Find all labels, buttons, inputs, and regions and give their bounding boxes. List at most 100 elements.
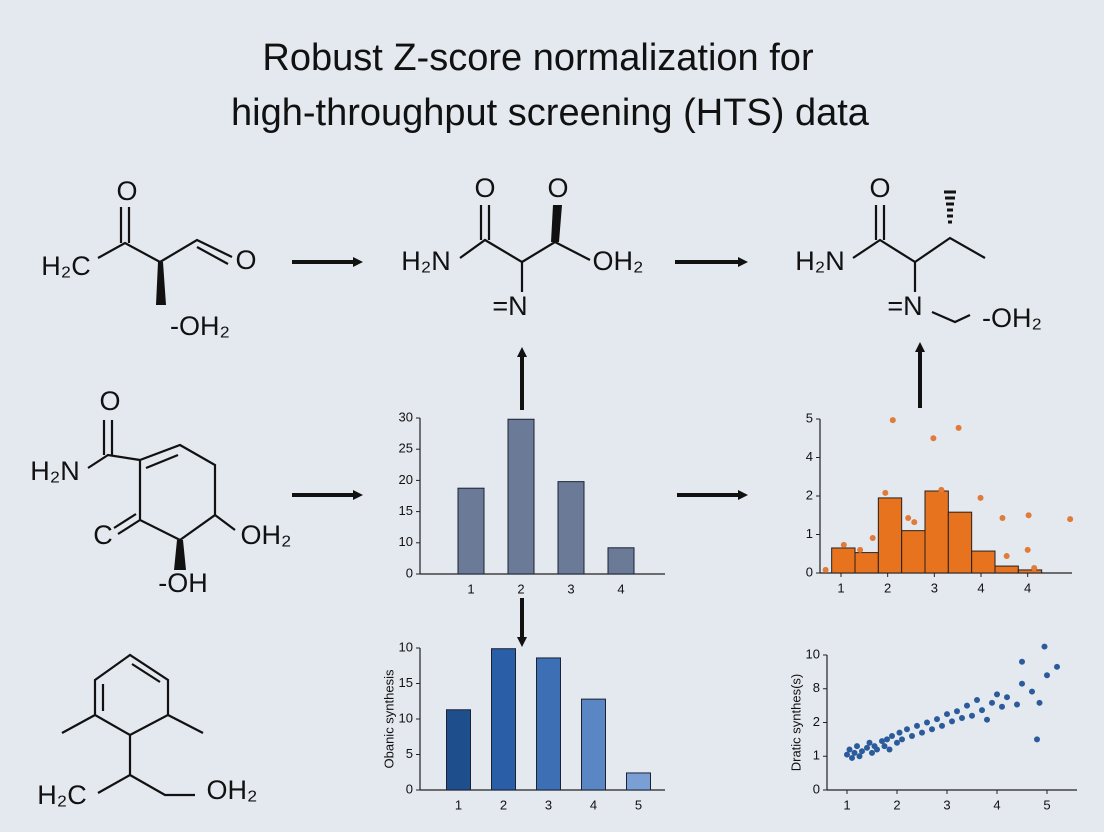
bar [536,657,561,791]
y-tick-label: 30 [399,409,413,424]
atom-label: O [116,176,137,206]
point [881,743,888,750]
point [914,722,920,729]
point [1024,546,1031,553]
x-tick-label: 4 [590,797,597,812]
point [939,722,945,729]
y-tick-label: 15 [399,503,413,518]
bar [924,490,949,574]
bar [901,530,926,574]
x-tick-label: 3 [943,797,950,812]
point [899,736,905,743]
bond [852,205,986,324]
atom-label: C [93,520,113,550]
y-tick-label: 0 [813,781,820,796]
atom-label: OH₂ [593,246,644,276]
x-tick-label: 4 [617,581,624,596]
point [954,708,960,715]
x-tick-label: 2 [500,797,507,812]
y-tick-label: 10 [399,639,413,654]
y-tick-label: 1 [806,526,813,541]
y-tick-label: 20 [399,472,413,487]
atom-label: O [869,173,890,203]
molecule: O H₂C O -OH₂ [41,176,256,341]
bar [854,552,879,574]
point [849,754,855,761]
atom-label: H₂C [41,251,90,281]
point [1019,658,1025,665]
x-tick-label: 3 [931,580,938,595]
bar [607,547,635,575]
y-tick-label: 4 [806,449,813,464]
x-tick-label: 4 [993,797,1000,812]
point [911,519,918,526]
x-tick-label: 2 [884,580,891,595]
point [979,707,985,714]
x-tick-label: 1 [455,797,462,812]
point [854,743,860,750]
point [822,566,829,573]
atom-label: O [235,245,256,275]
point [1036,699,1043,706]
bar [626,772,651,791]
bar [557,481,585,575]
point [840,541,847,548]
point [1004,694,1010,701]
point [1041,643,1048,650]
point [934,716,940,723]
x-tick-label: 2 [517,581,524,596]
y-tick-label: 2 [813,714,820,729]
atom-label: =N [492,291,527,321]
atom-label: -OH₂ [982,303,1042,333]
point [886,746,893,753]
point [857,546,864,553]
atom-label: O [474,173,495,203]
bond [97,207,233,265]
bar [1017,569,1043,574]
bar [947,511,973,574]
y-axis-label: Obanic synthesis [381,669,396,768]
x-tick-label: 3 [545,797,552,812]
point [864,744,870,751]
y-tick-label: 10 [399,710,413,725]
point [964,702,970,709]
point [869,534,876,541]
y-tick-label: 1 [813,748,820,763]
bar [831,547,856,574]
molecule: O H₂N C OH₂ -OH [30,386,291,598]
y-tick-label: 0 [806,564,813,579]
atom-label: H₂N [401,246,450,276]
atom-label: O [99,386,120,416]
atom-label: -OH [158,568,208,598]
point [856,753,863,760]
bar [446,709,471,791]
point [1044,672,1050,679]
point [884,736,890,743]
x-tick-label: 1 [467,581,474,596]
y-tick-label: 10 [399,534,413,549]
atom-label: OH₂ [207,775,258,805]
x-tick-label: 4 [977,580,984,595]
y-tick-label: 5 [806,410,813,425]
point [959,715,965,721]
x-tick-label: 1 [843,797,850,812]
point [909,733,915,739]
point [930,435,937,442]
x-tick-label: 4 [1024,580,1031,595]
point [1031,564,1038,571]
point [949,718,955,725]
point [924,719,930,726]
point [904,726,910,733]
bond [87,420,236,542]
bar [994,565,1019,574]
point [1019,680,1025,687]
atom-label: O [547,173,568,203]
point [896,729,903,736]
y-tick-label: 15 [399,675,413,690]
point [969,712,975,719]
point [955,424,962,431]
point [859,748,865,755]
point [929,726,935,733]
x-tick-label: 2 [893,797,900,812]
